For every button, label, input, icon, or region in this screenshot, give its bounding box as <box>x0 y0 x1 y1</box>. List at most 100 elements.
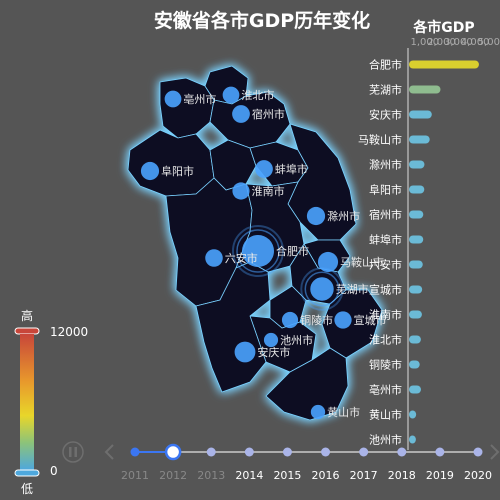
timeline-current-marker[interactable] <box>164 443 182 461</box>
timeline-year[interactable]: 2014 <box>235 447 263 483</box>
visual-map-top-handle[interactable] <box>14 327 40 335</box>
scatter-dot <box>140 161 160 181</box>
scatter-dot <box>222 86 240 104</box>
timeline-year-label: 2014 <box>235 469 263 482</box>
timeline-year[interactable]: 2016 <box>312 447 340 483</box>
bar[interactable] <box>409 435 416 444</box>
pause-icon <box>62 441 84 463</box>
visual-map-high-text: 高 <box>21 308 33 323</box>
bar-category-label: 黄山市 <box>369 408 402 422</box>
scatter-label: 池州市 <box>280 333 313 347</box>
bar-category-label: 合肥市 <box>369 58 402 72</box>
scatter-point[interactable]: 阜阳市 <box>140 161 194 181</box>
pause-icon-bar-right <box>74 447 77 457</box>
bar[interactable] <box>409 260 423 269</box>
timeline-year-label: 2015 <box>273 469 301 482</box>
scatter-point[interactable]: 滁州市 <box>306 206 360 226</box>
timeline-year[interactable]: 2018 <box>388 447 416 483</box>
bar-tick-label: 2,000 <box>427 37 456 48</box>
visual-map-gradient-bar[interactable] <box>20 334 34 470</box>
bar[interactable] <box>409 60 479 69</box>
timeline-year-label: 2018 <box>388 469 416 482</box>
region-xuancheng <box>321 289 383 359</box>
scatter-label: 淮北市 <box>241 88 274 102</box>
bar[interactable] <box>409 410 417 419</box>
timeline-dot[interactable] <box>321 447 331 457</box>
bar-category-label: 池州市 <box>369 433 402 447</box>
timeline-dot[interactable] <box>397 447 407 457</box>
bar[interactable] <box>409 385 421 394</box>
bar[interactable] <box>409 235 424 244</box>
scatter-point[interactable]: 合肥市 <box>232 225 309 277</box>
bar[interactable] <box>409 210 424 219</box>
chart-title: 安徽省各市GDP历年变化 <box>154 9 370 32</box>
scatter-dot <box>281 311 299 329</box>
bar-category-label: 淮北市 <box>369 333 402 347</box>
bar-category-label: 芜湖市 <box>369 83 402 97</box>
bar-category-labels: 合肥市芜湖市安庆市马鞍山市滁州市阜阳市宿州市蚌埠市六安市宣城市淮南市淮北市铜陵市… <box>358 58 402 447</box>
chevron-right-icon[interactable] <box>490 444 500 460</box>
bar-tick-label: 3,000 <box>444 37 473 48</box>
scatter-label: 马鞍山市 <box>340 255 384 269</box>
bar[interactable] <box>409 110 432 119</box>
scatter-point[interactable]: 淮北市 <box>222 86 275 104</box>
timeline-year-label: 2016 <box>312 469 340 482</box>
scatter-point[interactable]: 宿州市 <box>232 105 285 123</box>
timeline-dot[interactable] <box>435 447 445 457</box>
bar[interactable] <box>409 310 422 319</box>
bar[interactable] <box>409 285 423 294</box>
bar[interactable] <box>409 335 421 344</box>
visual-map[interactable]: 高 12000 0 低 <box>14 308 88 496</box>
bar[interactable] <box>409 160 425 169</box>
ripple-ring-inner <box>236 229 280 273</box>
scatter-dot <box>334 311 352 329</box>
timeline-year[interactable]: 2012 <box>159 443 187 482</box>
chevron-left-icon[interactable] <box>104 444 114 460</box>
scatter-dot <box>306 206 326 226</box>
scatter-point[interactable]: 淮南市 <box>232 182 285 200</box>
scatter-label: 六安市 <box>225 251 258 265</box>
scatter-label: 宿州市 <box>252 107 285 121</box>
scatter-label: 合肥市 <box>276 244 309 258</box>
bar-category-label: 铜陵市 <box>369 358 402 372</box>
timeline-year[interactable]: 2020 <box>464 447 492 483</box>
timeline-year[interactable]: 2015 <box>273 447 301 483</box>
anhui-map <box>127 65 383 421</box>
timeline-year[interactable]: 2013 <box>197 447 225 483</box>
bar[interactable] <box>409 85 441 94</box>
bar[interactable] <box>409 185 425 194</box>
scatter-point[interactable]: 池州市 <box>263 332 313 348</box>
timeline-year[interactable]: 2011 <box>121 447 149 483</box>
timeline-year[interactable]: 2019 <box>426 447 454 483</box>
bar[interactable] <box>409 360 420 369</box>
timeline-year[interactable]: 2017 <box>350 447 378 483</box>
timeline-dot[interactable] <box>282 447 292 457</box>
bar-tick-label: 1,000 <box>410 37 439 48</box>
timeline-dot[interactable] <box>359 447 369 457</box>
scatter-point[interactable]: 亳州市 <box>164 90 217 108</box>
timeline-dot[interactable] <box>130 447 140 457</box>
scatter-point[interactable]: 黄山市 <box>310 404 360 420</box>
play-button[interactable] <box>62 441 84 463</box>
bar[interactable] <box>409 135 430 144</box>
scatter-point[interactable]: 宣城市 <box>334 311 387 329</box>
scatter-point[interactable]: 铜陵市 <box>281 311 333 329</box>
visual-map-max-label: 12000 <box>50 325 88 339</box>
scatter-label: 铜陵市 <box>300 313 333 327</box>
bar-category-label: 阜阳市 <box>369 183 402 197</box>
scatter-point[interactable]: 蚌埠市 <box>255 160 308 178</box>
visual-map-bottom-handle[interactable] <box>14 469 40 477</box>
bar-category-label: 淮南市 <box>369 308 402 322</box>
bar-category-label: 马鞍山市 <box>358 133 402 147</box>
timeline-dot[interactable] <box>206 447 216 457</box>
scatter-point[interactable]: 安庆市 <box>234 341 291 363</box>
timeline-year-label: 2020 <box>464 469 492 482</box>
ripple-ring-inner <box>304 271 340 307</box>
timeline-dot[interactable] <box>244 447 254 457</box>
scatter-point[interactable]: 六安市 <box>205 249 258 267</box>
timeline-dot[interactable] <box>473 447 483 457</box>
scatter-label: 安庆市 <box>257 345 290 359</box>
scatter-point[interactable]: 马鞍山市 <box>317 251 384 273</box>
